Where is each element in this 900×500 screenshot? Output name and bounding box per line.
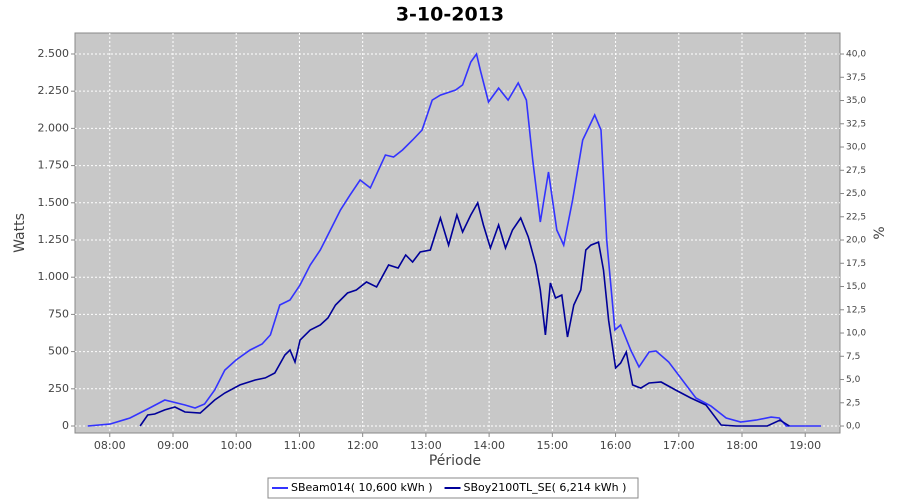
- x-tick-label: 15:00: [536, 439, 568, 452]
- y2-tick-label: 2,5: [846, 398, 860, 408]
- y2-tick-label: 35,0: [846, 96, 866, 106]
- x-tick-label: 14:00: [473, 439, 505, 452]
- x-tick-label: 12:00: [347, 439, 379, 452]
- x-axis-label: Période: [429, 453, 481, 469]
- y-axis-label: Watts: [12, 213, 28, 253]
- x-tick-label: 11:00: [284, 439, 316, 452]
- y2-tick-label: 15,0: [846, 282, 866, 292]
- y-tick-label: 1.250: [38, 233, 70, 246]
- legend-label: SBoy2100TL_SE( 6,214 kWh ): [464, 481, 627, 494]
- y-tick-label: 1.000: [38, 270, 70, 283]
- x-tick-label: 08:00: [94, 439, 126, 452]
- x-tick-label: 19:00: [789, 439, 821, 452]
- x-tick-label: 09:00: [157, 439, 189, 452]
- y2-tick-label: 10,0: [846, 329, 866, 339]
- y2-tick-label: 27,5: [846, 166, 866, 176]
- y-tick-label: 2.250: [38, 84, 70, 97]
- series-line: [139, 200, 790, 427]
- x-tick-label: 10:00: [220, 439, 252, 452]
- y2-axis-label: %: [872, 226, 888, 239]
- y2-tick-label: 12,5: [846, 305, 866, 315]
- y2-tick-label: 32,5: [846, 119, 866, 129]
- y2-tick-label: 7,5: [846, 352, 860, 362]
- x-tick-label: 17:00: [663, 439, 695, 452]
- y-tick-label: 500: [48, 345, 69, 358]
- y-tick-label: 750: [48, 307, 69, 320]
- y2-tick-label: 22,5: [846, 212, 866, 222]
- y2-tick-label: 0,0: [846, 422, 861, 432]
- x-tick-label: 13:00: [410, 439, 442, 452]
- x-tick-label: 18:00: [726, 439, 758, 452]
- y2-tick-label: 25,0: [846, 189, 866, 199]
- y2-tick-label: 40,0: [846, 50, 866, 60]
- y-tick-label: 2.000: [38, 121, 70, 134]
- y2-tick-label: 37,5: [846, 73, 866, 83]
- y2-tick-label: 30,0: [846, 143, 866, 153]
- y-tick-label: 2.500: [38, 47, 70, 60]
- y-tick-label: 250: [48, 382, 69, 395]
- plot-area: [74, 32, 841, 434]
- x-tick-label: 16:00: [600, 439, 632, 452]
- y-tick-label: 0: [62, 419, 69, 432]
- chart-title: 3-10-2013: [396, 4, 504, 26]
- y-tick-label: 1.500: [38, 196, 70, 209]
- y-tick-label: 1.750: [38, 159, 70, 172]
- legend-label: SBeam014( 10,600 kWh ): [291, 481, 433, 494]
- y2-tick-label: 17,5: [846, 259, 866, 269]
- y2-tick-label: 5,0: [846, 375, 861, 385]
- y2-tick-label: 20,0: [846, 236, 866, 246]
- series-line: [87, 52, 821, 427]
